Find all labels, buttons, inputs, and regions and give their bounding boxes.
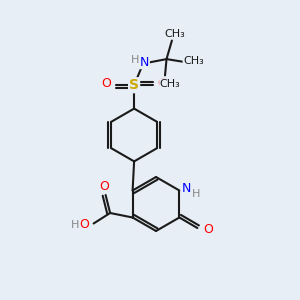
Text: S: S (129, 78, 139, 92)
Text: H: H (192, 189, 200, 199)
Text: CH₃: CH₃ (164, 28, 185, 39)
Text: N: N (140, 56, 149, 69)
Text: N: N (181, 182, 191, 196)
Text: O: O (79, 218, 89, 232)
Text: CH₃: CH₃ (160, 79, 181, 89)
Text: CH₃: CH₃ (183, 56, 204, 66)
Text: O: O (99, 180, 109, 193)
Text: O: O (203, 223, 213, 236)
Text: H: H (130, 55, 139, 65)
Text: O: O (101, 77, 111, 90)
Text: O: O (158, 77, 167, 90)
Text: H: H (71, 220, 79, 230)
